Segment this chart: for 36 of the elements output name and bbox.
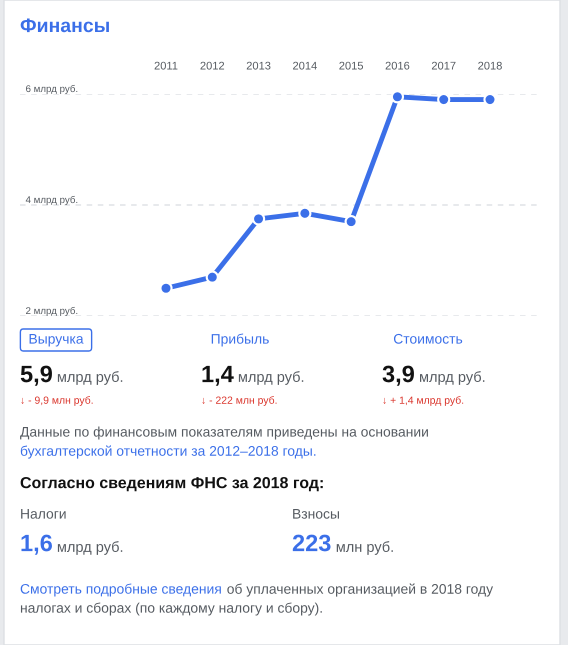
x-tick-label: 2014: [293, 62, 317, 70]
text: ↓ - 9,9 млн руб.: [21, 396, 93, 406]
text: ↓ - 222 млн руб.: [202, 396, 277, 406]
text: млн руб.: [336, 541, 393, 555]
text: 5,9: [20, 366, 52, 386]
y-tick-label: 6 млрд руб.: [26, 84, 78, 94]
text: Взносы: [293, 509, 339, 519]
text: Стоимость: [394, 334, 462, 344]
text: 3,9: [382, 366, 414, 386]
x-tick-label: 2016: [386, 62, 410, 70]
text: об уплаченных организацией в 2018 году: [227, 583, 494, 597]
text: Налоги: [21, 509, 66, 519]
text: млрд руб.: [420, 371, 484, 385]
text: 1,4: [202, 366, 234, 386]
x-tick-label: 2017: [432, 62, 456, 70]
chart-title: Финансы: [20, 18, 109, 32]
y-tick-label: 4 млрд руб.: [26, 196, 78, 205]
text: млрд руб.: [58, 371, 122, 385]
text: 1,6: [21, 534, 52, 555]
text: Прибыль: [212, 333, 269, 347]
x-tick-label: 2012: [200, 62, 224, 70]
text: налогах и сборах (по каждому налогу и сбору).: [20, 602, 322, 616]
x-tick-label: 2011: [154, 62, 178, 70]
text: Смотреть подробные сведения: [20, 583, 221, 597]
x-tick-label: 2018: [478, 62, 502, 70]
text: 223: [292, 534, 331, 552]
x-tick-label: 2015: [339, 62, 364, 70]
text: млрд руб.: [58, 541, 122, 555]
y-tick-label: 2 млрд руб.: [26, 306, 78, 316]
text: Выручка: [30, 334, 84, 346]
text: ↓ + 1,4 млрд руб.: [383, 396, 464, 406]
text: млрд руб.: [238, 371, 304, 385]
text: бухгалтерской отчетности за 2012–2018 годы.: [20, 445, 316, 459]
x-tick-label: 2013: [246, 62, 270, 70]
text: Данные по финансовым показателям приведены на основании: [20, 426, 428, 440]
text: Согласно сведениям ФНС за 2018 год:: [20, 476, 323, 492]
